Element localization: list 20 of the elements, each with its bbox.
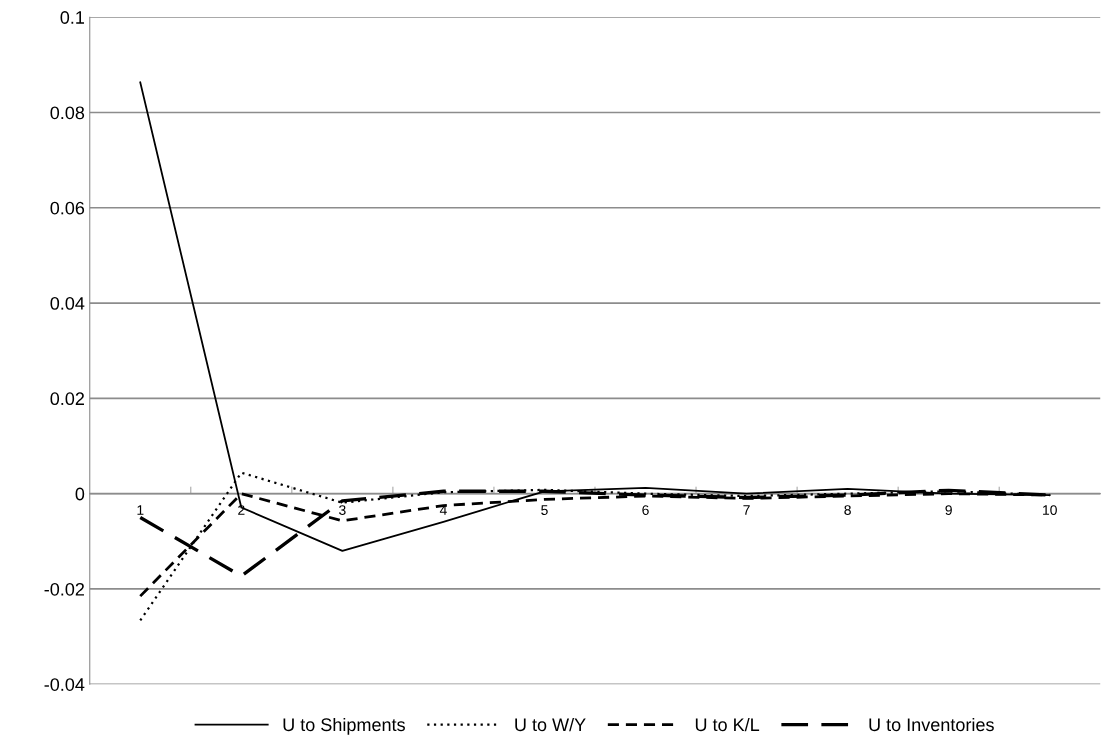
x-tick-label: 9 xyxy=(945,505,952,515)
x-tick-label: 1 xyxy=(137,505,144,515)
y-tick-label: 0.1 xyxy=(60,11,85,24)
x-tick-label: 3 xyxy=(339,505,346,515)
x-tick-label: 10 xyxy=(1043,505,1057,515)
legend-label: U to Inventories xyxy=(869,717,994,732)
y-tick-label: 0.04 xyxy=(50,297,85,310)
y-tick-label: 0.08 xyxy=(50,106,85,120)
x-tick-label: 8 xyxy=(844,505,851,515)
y-tick-label: 0.06 xyxy=(50,201,85,215)
y-tick-label: 0.02 xyxy=(50,392,84,406)
x-tick-label: 6 xyxy=(642,505,649,515)
x-tick-label: 5 xyxy=(541,505,548,515)
y-tick-label: 0 xyxy=(75,487,85,501)
x-tick-label: 7 xyxy=(743,505,750,515)
legend-label: U to Shipments xyxy=(283,717,405,735)
legend-label: U to K/L xyxy=(695,717,760,732)
y-tick-label: -0.02 xyxy=(44,582,84,596)
y-tick-label: -0.04 xyxy=(44,678,85,691)
legend-label: U to W/Y xyxy=(515,717,586,732)
